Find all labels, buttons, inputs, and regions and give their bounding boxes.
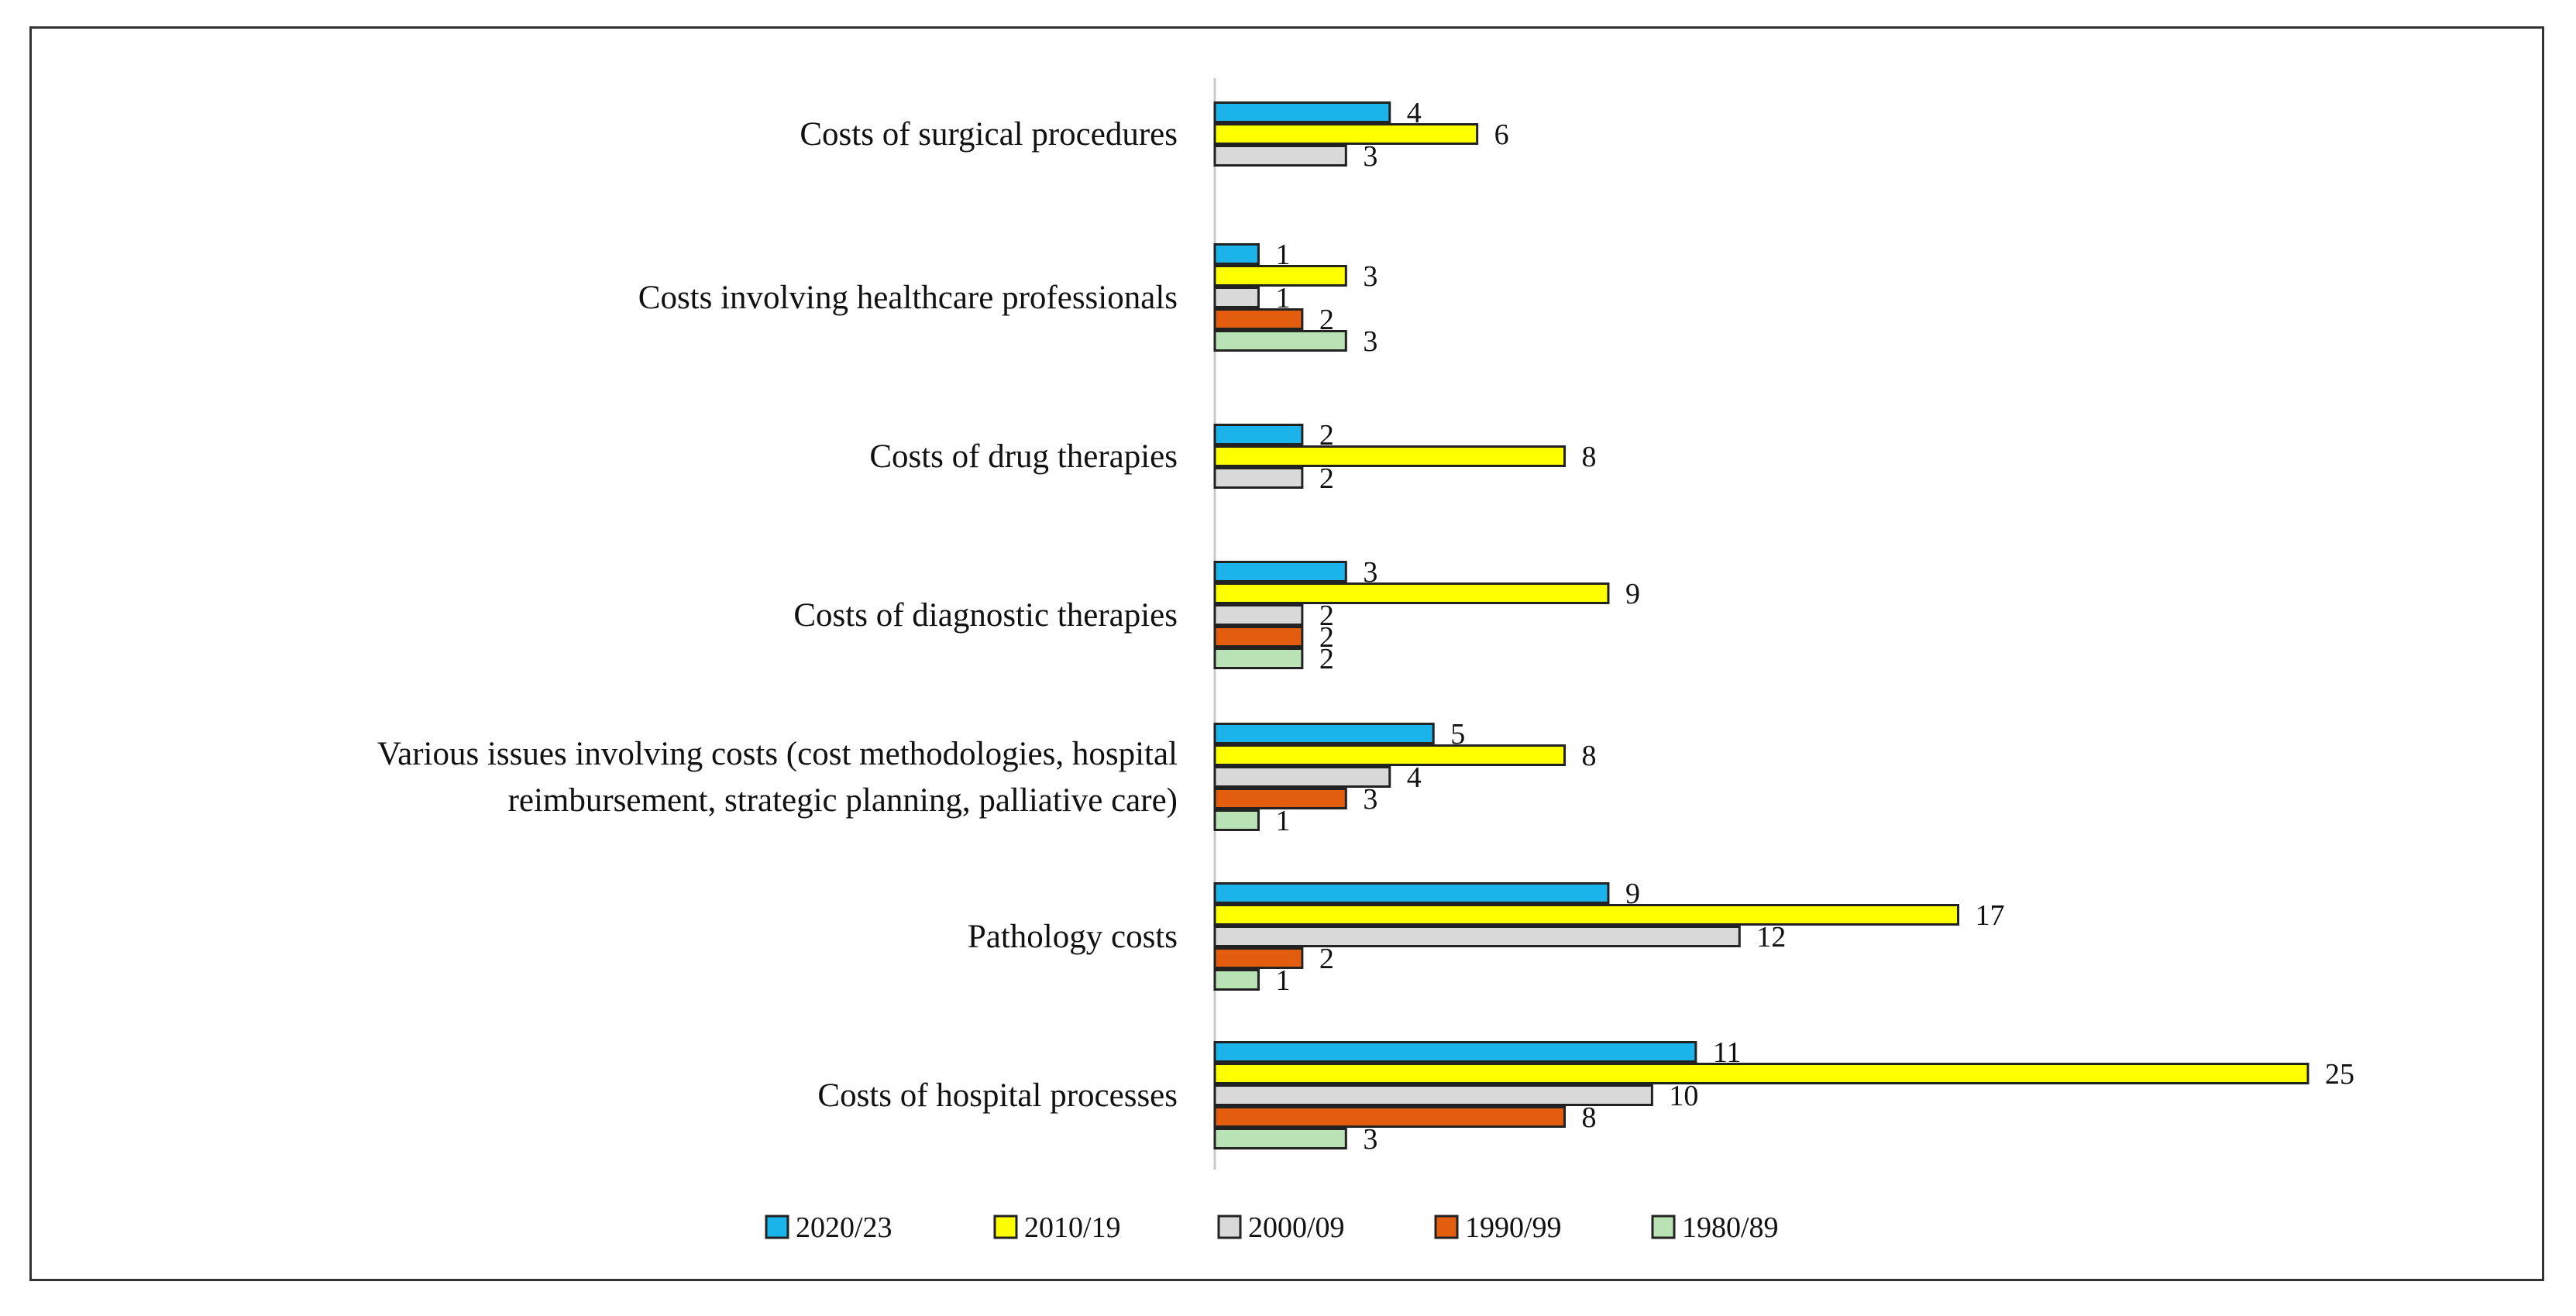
chart-frame: Costs of surgical procedures 4 6 3 Costs inv… (29, 26, 2544, 1281)
bar-costs-of-hospital-processes-2000-09 (1213, 1084, 1653, 1106)
data-label-costs-involving-healthcare-professionals-2020-23: 1 (1275, 239, 1290, 271)
data-label-costs-involving-healthcare-professionals-2000-09: 1 (1275, 282, 1290, 314)
bar-costs-of-diagnostic-therapies-2010-19 (1213, 582, 1610, 604)
bar-costs-of-surgical-procedures-2010-19 (1213, 123, 1479, 145)
bar-costs-involving-healthcare-professionals-1980-89 (1213, 330, 1347, 352)
category-label-0: Costs of surgical procedures (800, 116, 1178, 153)
data-label-costs-of-surgical-procedures-2020-23: 4 (1407, 97, 1422, 129)
legend-label-2010-19: 2010/19 (1024, 1211, 1121, 1244)
bar-costs-of-diagnostic-therapies-2000-09 (1213, 604, 1304, 626)
data-label-costs-of-hospital-processes-1990-99: 8 (1582, 1101, 1597, 1134)
data-label-costs-of-surgical-procedures-2010-19: 6 (1494, 119, 1509, 151)
bar-various-issues-involving-costs-1990-99 (1213, 788, 1347, 809)
legend-label-2020-23: 2020/23 (796, 1211, 892, 1244)
bar-costs-of-drug-therapies-2020-23 (1213, 424, 1304, 445)
category-label-1: Costs involving healthcare professionals (638, 280, 1178, 316)
data-label-pathology-costs-1980-89: 1 (1275, 964, 1290, 997)
category-label-4-line-0: Various issues involving costs (cost met… (377, 736, 1178, 772)
bar-costs-of-hospital-processes-1980-89 (1213, 1128, 1347, 1149)
category-label-5: Pathology costs (968, 919, 1178, 955)
legend-label-1980-89: 1980/89 (1682, 1211, 1779, 1244)
data-label-various-issues-involving-costs-2000-09: 4 (1407, 761, 1422, 794)
legend-label-1990-99: 1990/99 (1465, 1211, 1562, 1244)
bar-costs-of-surgical-procedures-2000-09 (1213, 145, 1347, 167)
data-label-pathology-costs-2000-09: 12 (1756, 921, 1786, 953)
data-label-costs-of-hospital-processes-2000-09: 10 (1669, 1080, 1698, 1112)
bar-costs-of-hospital-processes-1990-99 (1213, 1106, 1567, 1128)
data-label-pathology-costs-1990-99: 2 (1319, 943, 1334, 975)
data-label-costs-of-hospital-processes-1980-89: 3 (1363, 1123, 1377, 1156)
bar-costs-involving-healthcare-professionals-2020-23 (1213, 243, 1260, 265)
data-label-costs-of-diagnostic-therapies-2010-19: 9 (1625, 578, 1640, 610)
bar-costs-of-hospital-processes-2010-19 (1213, 1063, 2309, 1084)
data-label-various-issues-involving-costs-1990-99: 3 (1363, 783, 1377, 816)
bar-various-issues-involving-costs-1980-89 (1213, 809, 1260, 831)
bar-costs-of-diagnostic-therapies-1980-89 (1213, 648, 1304, 669)
data-label-costs-of-hospital-processes-2010-19: 25 (2325, 1058, 2354, 1091)
data-label-costs-involving-healthcare-professionals-2010-19: 3 (1363, 260, 1377, 293)
bar-costs-of-surgical-procedures-2020-23 (1213, 101, 1391, 123)
bar-costs-of-hospital-processes-2020-23 (1213, 1041, 1697, 1063)
data-label-costs-of-diagnostic-therapies-2020-23: 3 (1363, 556, 1377, 589)
data-label-costs-of-drug-therapies-2010-19: 8 (1582, 441, 1597, 473)
legend-swatch-2020-23 (765, 1215, 789, 1239)
data-label-costs-of-drug-therapies-2000-09: 2 (1319, 462, 1334, 495)
data-label-costs-of-drug-therapies-2020-23: 2 (1319, 419, 1334, 452)
bar-various-issues-involving-costs-2000-09 (1213, 766, 1391, 788)
data-label-costs-involving-healthcare-professionals-1990-99: 2 (1319, 304, 1334, 336)
bar-pathology-costs-2020-23 (1213, 882, 1610, 904)
data-label-costs-of-surgical-procedures-2000-09: 3 (1363, 140, 1377, 173)
bar-various-issues-involving-costs-2020-23 (1213, 723, 1435, 744)
bar-costs-of-diagnostic-therapies-1990-99 (1213, 626, 1304, 648)
legend-swatch-1990-99 (1434, 1215, 1459, 1239)
legend-swatch-2000-09 (1217, 1215, 1242, 1239)
category-label-3: Costs of diagnostic therapies (793, 597, 1178, 634)
category-label-4-line-1: reimbursement, strategic planning, palli… (508, 782, 1178, 819)
data-label-various-issues-involving-costs-1980-89: 1 (1275, 805, 1290, 837)
data-label-costs-of-diagnostic-therapies-1990-99: 2 (1319, 621, 1334, 654)
data-label-costs-involving-healthcare-professionals-1980-89: 3 (1363, 325, 1377, 358)
data-label-costs-of-diagnostic-therapies-1980-89: 2 (1319, 643, 1334, 675)
legend-swatch-2010-19 (993, 1215, 1018, 1239)
data-label-pathology-costs-2020-23: 9 (1625, 878, 1640, 910)
legend-swatch-1980-89 (1651, 1215, 1676, 1239)
bar-pathology-costs-2000-09 (1213, 926, 1741, 947)
data-label-costs-of-diagnostic-therapies-2000-09: 2 (1319, 600, 1334, 632)
bar-chart: Costs of surgical procedures 4 6 3 Costs inv… (377, 78, 2354, 1244)
data-label-various-issues-involving-costs-2020-23: 5 (1450, 718, 1465, 751)
bar-costs-involving-healthcare-professionals-1990-99 (1213, 308, 1304, 330)
bar-costs-of-drug-therapies-2010-19 (1213, 445, 1567, 467)
bar-pathology-costs-2010-19 (1213, 904, 1959, 926)
bar-various-issues-involving-costs-2010-19 (1213, 744, 1567, 766)
bar-costs-of-drug-therapies-2000-09 (1213, 467, 1304, 489)
category-label-6: Costs of hospital processes (817, 1077, 1178, 1114)
bar-costs-involving-healthcare-professionals-2010-19 (1213, 265, 1347, 287)
data-label-various-issues-involving-costs-2010-19: 8 (1582, 740, 1597, 772)
category-label-2: Costs of drug therapies (869, 438, 1178, 475)
bar-costs-involving-healthcare-professionals-2000-09 (1213, 287, 1260, 308)
data-label-pathology-costs-2010-19: 17 (1975, 899, 2004, 932)
bar-costs-of-diagnostic-therapies-2020-23 (1213, 561, 1347, 582)
bar-pathology-costs-1990-99 (1213, 947, 1304, 969)
legend-label-2000-09: 2000/09 (1248, 1211, 1345, 1244)
bar-pathology-costs-1980-89 (1213, 969, 1260, 991)
